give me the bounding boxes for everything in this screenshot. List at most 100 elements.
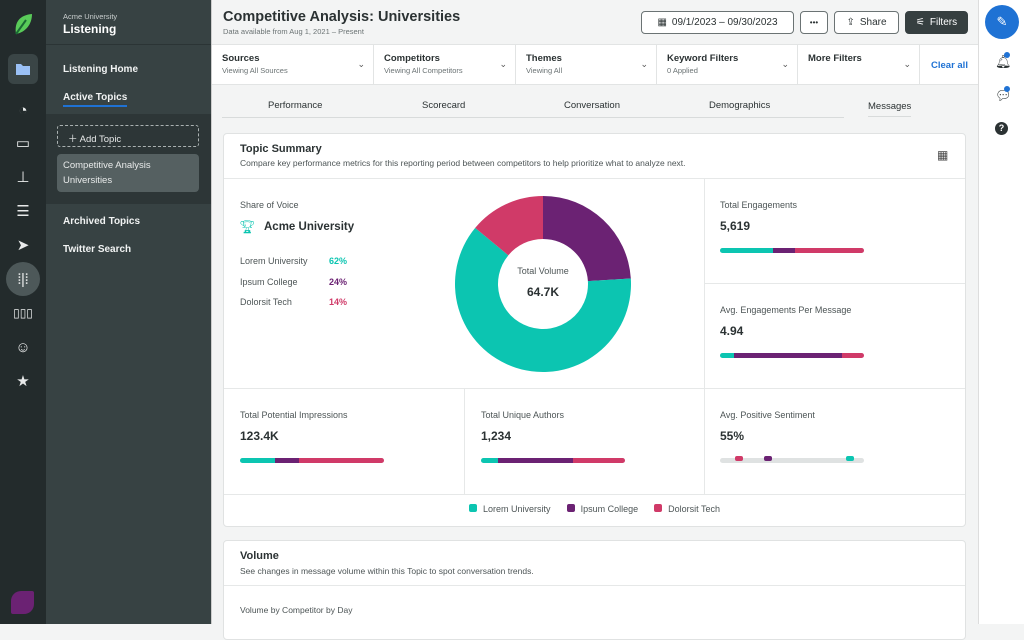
inbox-icon[interactable]: ▭ [15,135,31,152]
legend-label: Lorem University [483,504,551,514]
volume-card: Volume See changes in message volume wit… [223,540,966,640]
pin-icon[interactable]: ⊥ [16,169,30,186]
secondary-nav: Acme University Listening Listening Home… [46,0,211,624]
metric-bar-segment [481,458,499,463]
metric-label: Total Engagements [720,200,798,210]
tab-performance[interactable]: Performance [268,100,323,111]
chevron-down-icon: ⌄ [499,59,507,69]
filters-label: Filters [929,17,958,28]
sentiment-track [720,456,864,463]
right-rail: ✎ 🔔︎ 💬︎ ? [978,0,1024,624]
filter-title: Sources [222,53,260,64]
metric-bar [481,458,625,463]
metric-bar-segment [720,353,735,358]
filter-more[interactable]: More Filters ⌄ [798,45,920,85]
donut-slice-lorem-university[interactable] [455,227,631,372]
send-icon[interactable]: ➤ [16,237,30,254]
sov-competitor-name: Dolorsit Tech [240,297,292,307]
page-title: Competitive Analysis: Universities [223,9,461,25]
feedback-icon[interactable]: 💬︎ [995,86,1012,103]
help-icon[interactable]: ? [995,122,1008,135]
filter-keywords[interactable]: Keyword Filters 0 Applied ⌄ [657,45,798,85]
chevron-down-icon: ⌄ [781,59,789,69]
chevron-down-icon: ⌄ [640,59,648,69]
metric-label: Total Potential Impressions [240,410,348,420]
tab-scorecard[interactable]: Scorecard [422,100,466,111]
filter-competitors[interactable]: Competitors Viewing All Competitors ⌄ [374,45,516,85]
metric-bar-segment [299,458,384,463]
filter-themes[interactable]: Themes Viewing All ⌄ [516,45,657,85]
chevron-down-icon: ⌄ [357,59,365,69]
chevron-down-icon: ⌄ [903,59,911,69]
listening-icon[interactable]: ⦙|⦙ [6,262,40,296]
account-avatar[interactable] [11,591,34,614]
topic-item[interactable]: Competitive Analysis Universities [57,154,199,192]
nav-listening-home[interactable]: Listening Home [63,64,139,75]
card-title: Topic Summary [240,143,322,155]
star-icon[interactable]: ★ [16,373,30,390]
filter-title: More Filters [808,53,862,64]
metric-bar-segment [274,458,300,463]
metric-bar-segment [734,353,843,358]
date-range-button[interactable]: ▦ 09/1/2023 – 09/30/2023 [641,11,794,34]
metric-value: 1,234 [481,429,512,443]
nav-active-topics[interactable]: Active Topics [63,92,128,107]
filters-button[interactable]: ⚟ Filters [905,11,968,34]
legend-item[interactable]: Lorem University [469,504,551,514]
metric-value: 4.94 [720,324,744,338]
donut-slice-ipsum-college[interactable] [543,196,631,282]
filter-subtitle: Viewing All [526,66,563,75]
trophy-icon: 🏆︎ [239,219,256,234]
nav-twitter-search[interactable]: Twitter Search [63,244,132,255]
metric-bar-segment [498,458,574,463]
tab-messages[interactable]: Messages [868,101,912,117]
legend-label: Dolorsit Tech [668,504,720,514]
bell-icon[interactable]: 🔔︎ [995,52,1012,69]
volume-title: Volume [240,550,279,562]
sov-competitor-name: Lorem University [240,256,308,266]
metric-value: 5,619 [720,219,751,233]
compose-icon[interactable]: ✎ [985,5,1019,39]
filter-title: Competitors [384,53,440,64]
sprout-logo-icon [8,9,38,39]
calendar-icon: ▦ [657,17,667,28]
donut-slice-dolorsit-tech[interactable] [475,196,543,256]
metric-label: Total Unique Authors [481,410,565,420]
sov-competitor-pct: 24% [329,276,348,287]
card-description: Compare key performance metrics for this… [240,158,686,168]
legend-swatch [469,504,478,512]
list-icon[interactable]: ☰ [16,203,30,220]
legend-item[interactable]: Dolorsit Tech [654,504,720,514]
sliders-icon: ⚟ [915,17,925,28]
more-button[interactable]: ••• [800,11,828,34]
app-rail: ◔ ▭ ⊥ ☰ ➤ ⦙|⦙ ▯▯▯ ☺ ★ [0,0,46,624]
folder-icon[interactable] [8,54,38,84]
tab-demographics[interactable]: Demographics [709,100,771,111]
main-content: Competitive Analysis: Universities Data … [211,0,979,640]
bar-chart-icon[interactable]: ▯▯▯ [13,306,33,320]
filter-sources[interactable]: Sources Viewing All Sources ⌄ [212,45,374,85]
metric-bar-segment [240,458,275,463]
legend-item[interactable]: Ipsum College [566,504,638,514]
legend-swatch [654,504,663,512]
sov-competitor-name: Ipsum College [240,276,298,287]
metric-label: Avg. Engagements Per Message [720,305,852,315]
sov-competitor-pct: 62% [329,256,348,266]
metric-bar-segment [573,458,625,463]
metric-value: 123.4K [240,429,279,443]
bot-icon[interactable]: ☺ [15,338,31,356]
metric-bar-segment [842,353,864,358]
app-title: Listening [63,22,117,36]
table-view-icon[interactable]: ▦ [937,148,949,162]
filter-bar: Sources Viewing All Sources ⌄ Competitors V… [212,44,979,85]
nav-archived-topics[interactable]: Archived Topics [63,216,141,227]
clear-all-link[interactable]: Clear all [931,60,968,71]
share-button[interactable]: ⇪ Share [834,11,899,34]
metric-bar [720,248,864,253]
add-topic-button[interactable]: ＋ Add Topic [57,125,199,147]
filter-subtitle: Viewing All Sources [222,66,288,75]
sov-competitor-pct: 14% [329,297,348,307]
gauge-icon[interactable]: ◔ [18,101,28,119]
tab-conversation[interactable]: Conversation [564,100,620,111]
legend: Lorem University Ipsum College Dolorsit Te… [224,504,965,514]
